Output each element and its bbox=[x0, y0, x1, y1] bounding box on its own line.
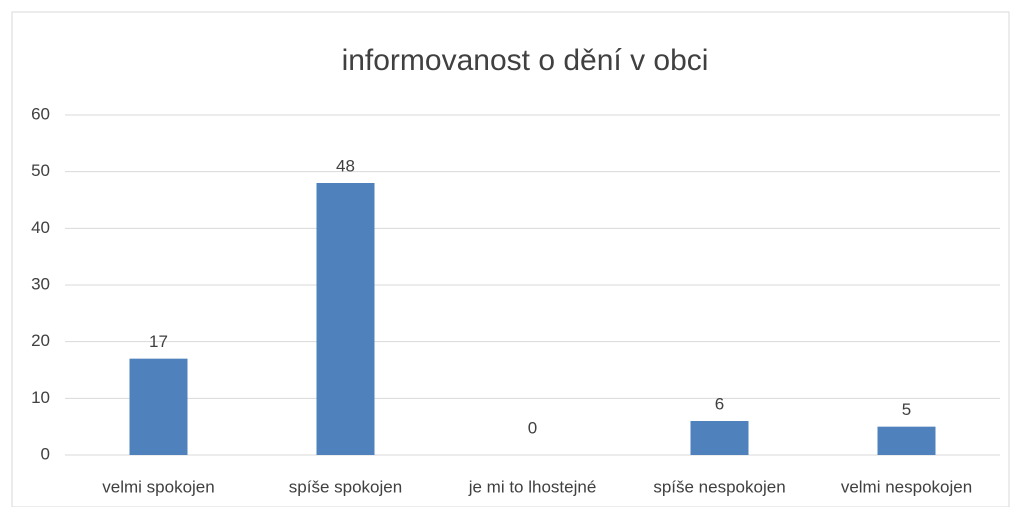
bar bbox=[129, 358, 188, 455]
y-tick-label: 40 bbox=[31, 218, 50, 237]
data-label: 17 bbox=[149, 332, 168, 351]
y-tick-label: 10 bbox=[31, 388, 50, 407]
x-tick-label: velmi nespokojen bbox=[841, 477, 972, 496]
y-tick-label: 30 bbox=[31, 274, 50, 293]
data-label: 5 bbox=[902, 400, 911, 419]
data-label: 6 bbox=[715, 394, 724, 413]
y-tick-label: 0 bbox=[41, 444, 50, 463]
x-tick-label: spíše spokojen bbox=[289, 477, 402, 496]
x-tick-label: velmi spokojen bbox=[102, 477, 214, 496]
y-tick-label: 20 bbox=[31, 331, 50, 350]
x-tick-label: je mi to lhostejné bbox=[468, 477, 597, 496]
bar bbox=[690, 421, 749, 455]
y-tick-label: 60 bbox=[31, 104, 50, 123]
bar bbox=[316, 183, 375, 455]
chart-title: informovanost o dění v obci bbox=[342, 44, 709, 77]
y-tick-label: 50 bbox=[31, 161, 50, 180]
data-label: 48 bbox=[336, 156, 355, 175]
x-tick-label: spíše nespokojen bbox=[653, 477, 785, 496]
bar bbox=[877, 426, 936, 455]
data-label: 0 bbox=[528, 418, 537, 437]
